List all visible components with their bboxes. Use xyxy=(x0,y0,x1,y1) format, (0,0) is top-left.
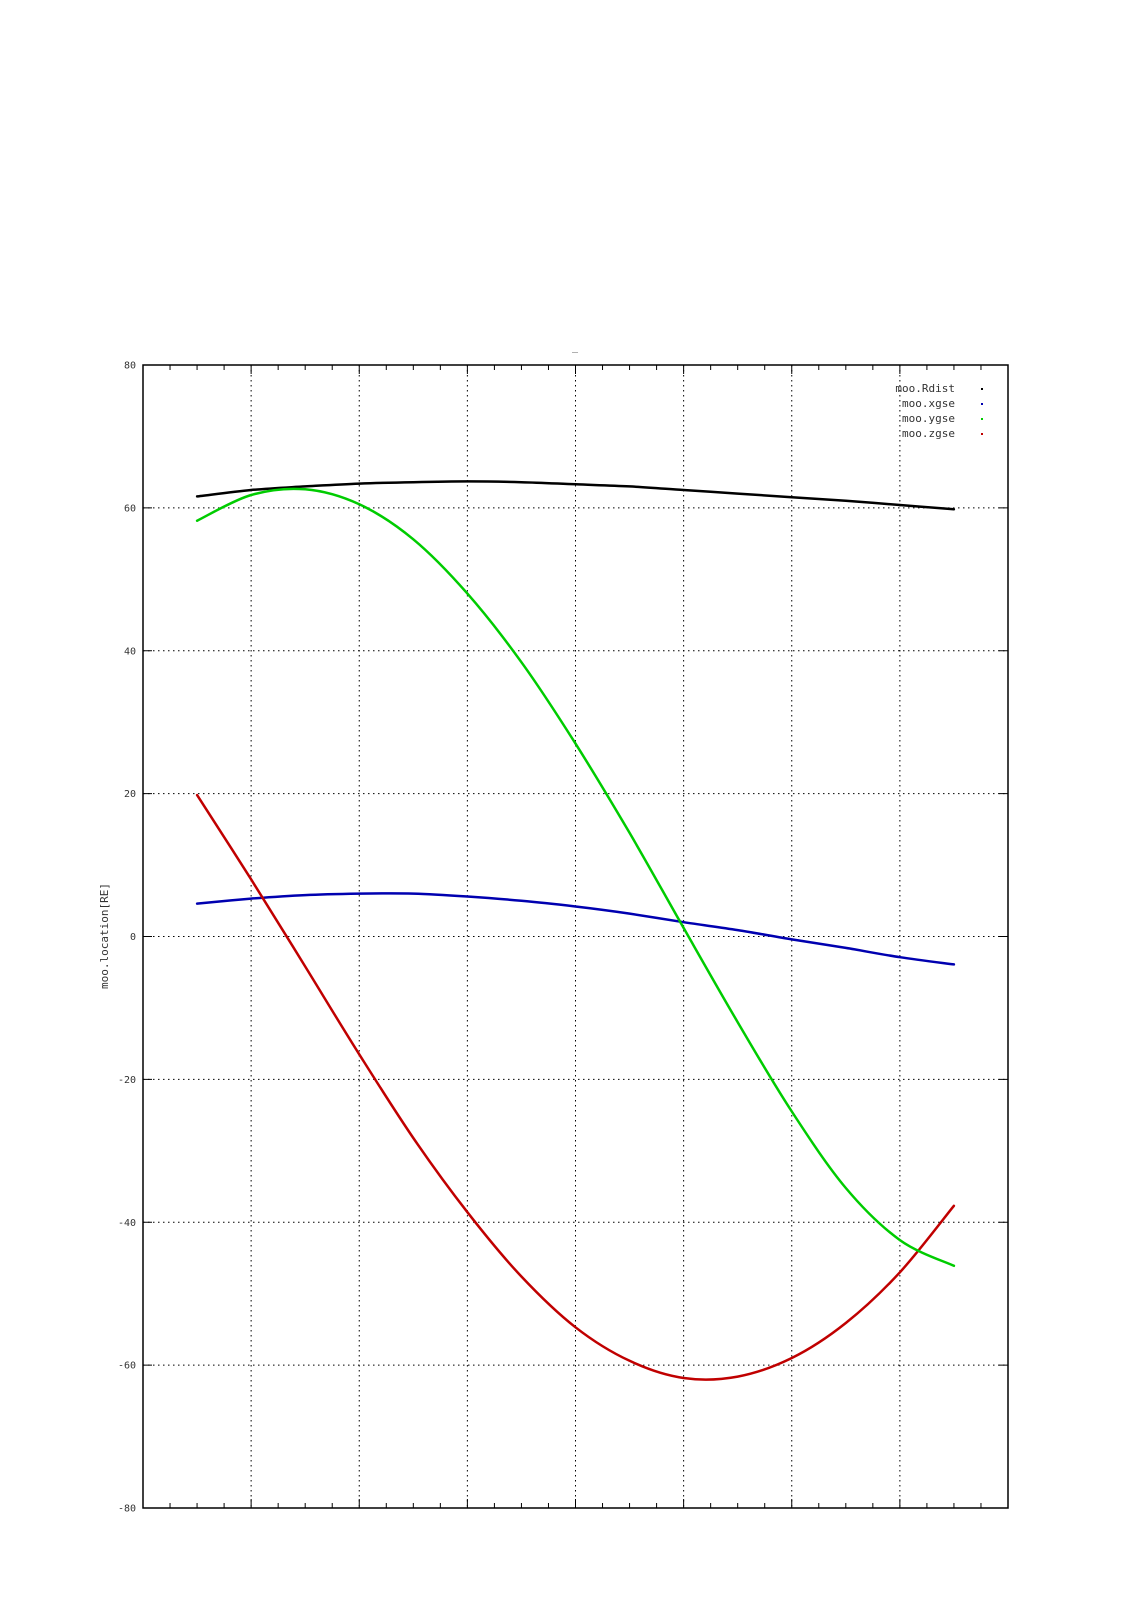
legend-marker xyxy=(981,433,983,435)
legend-label: moo.Rdist xyxy=(895,382,955,395)
legend-label: moo.xgse xyxy=(902,397,955,410)
axis-ticks xyxy=(142,364,1009,1509)
legend-marker xyxy=(981,388,983,390)
legend-marker xyxy=(981,418,983,420)
y-tick-label: -20 xyxy=(118,1075,136,1086)
legend-label: moo.ygse xyxy=(902,412,955,425)
y-tick-label: -40 xyxy=(118,1218,136,1229)
y-tick-label: 40 xyxy=(124,646,136,657)
y-tick-label: 0 xyxy=(130,932,136,943)
y-tick-label: -60 xyxy=(118,1361,136,1372)
y-tick-labels: 80 60 40 20 0 -20 -40 -60 -80 xyxy=(118,361,136,1515)
y-tick-label: 80 xyxy=(124,361,136,372)
y-axis-label: moo.location[RE] xyxy=(98,883,111,989)
legend-marker xyxy=(981,403,983,405)
series-lines xyxy=(195,480,956,1381)
series-line-moo-rdist xyxy=(195,480,956,511)
legend: moo.Rdist moo.xgse moo.ygse moo.zgse xyxy=(895,382,983,440)
series-line-moo-ygse xyxy=(195,487,956,1268)
y-tick-label: 60 xyxy=(124,503,136,514)
grid-lines xyxy=(143,365,1008,1508)
series-line-moo-zgse xyxy=(195,793,956,1381)
chart-title: _ xyxy=(572,342,579,353)
y-tick-label: -80 xyxy=(118,1504,136,1515)
series-line-moo-xgse xyxy=(195,892,956,966)
legend-label: moo.zgse xyxy=(902,427,955,440)
y-tick-label: 20 xyxy=(124,789,136,800)
